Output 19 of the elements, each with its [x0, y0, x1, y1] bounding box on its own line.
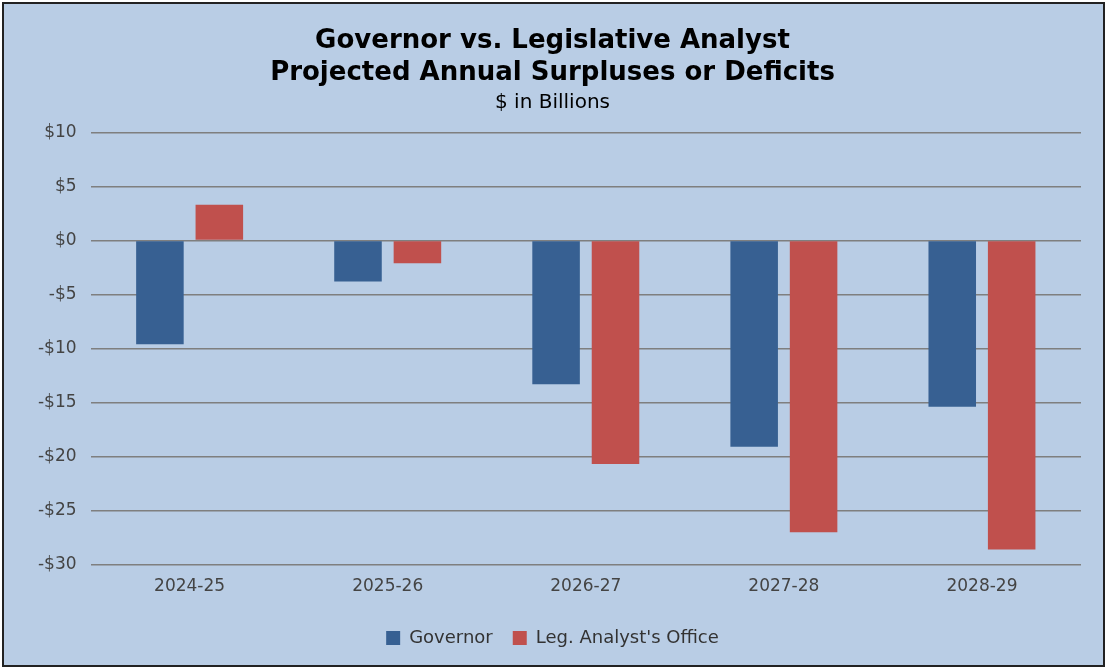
- y-tick-label: -$10: [37, 336, 77, 357]
- y-tick-label: $10: [44, 120, 77, 141]
- legend-label: Leg. Analyst's Office: [535, 625, 719, 647]
- y-tick-label: -$25: [37, 499, 77, 519]
- text: Governor vs. Legislative Analyst: [315, 24, 790, 55]
- x-tick-label: 2025-26: [352, 575, 424, 596]
- y-tick-label: $0: [54, 228, 77, 249]
- y-tick-label: $5: [54, 174, 77, 195]
- y-tick-label: -$15: [37, 390, 77, 411]
- legend-label: Governor: [409, 625, 494, 647]
- text: Projected Annual Surpluses or Deficits: [270, 55, 835, 86]
- x-tick-label: 2024-25: [154, 575, 226, 596]
- y-tick-label: -$20: [37, 444, 77, 465]
- x-tick-label: 2028-29: [946, 575, 1018, 596]
- x-tick-label: 2027-28: [748, 575, 820, 596]
- x-tick-label: 2026-27: [550, 575, 622, 596]
- chart-subtitle: $ in Billions: [495, 88, 610, 113]
- y-tick-label: -$5: [48, 282, 77, 303]
- y-tick-label: -$30: [37, 553, 77, 574]
